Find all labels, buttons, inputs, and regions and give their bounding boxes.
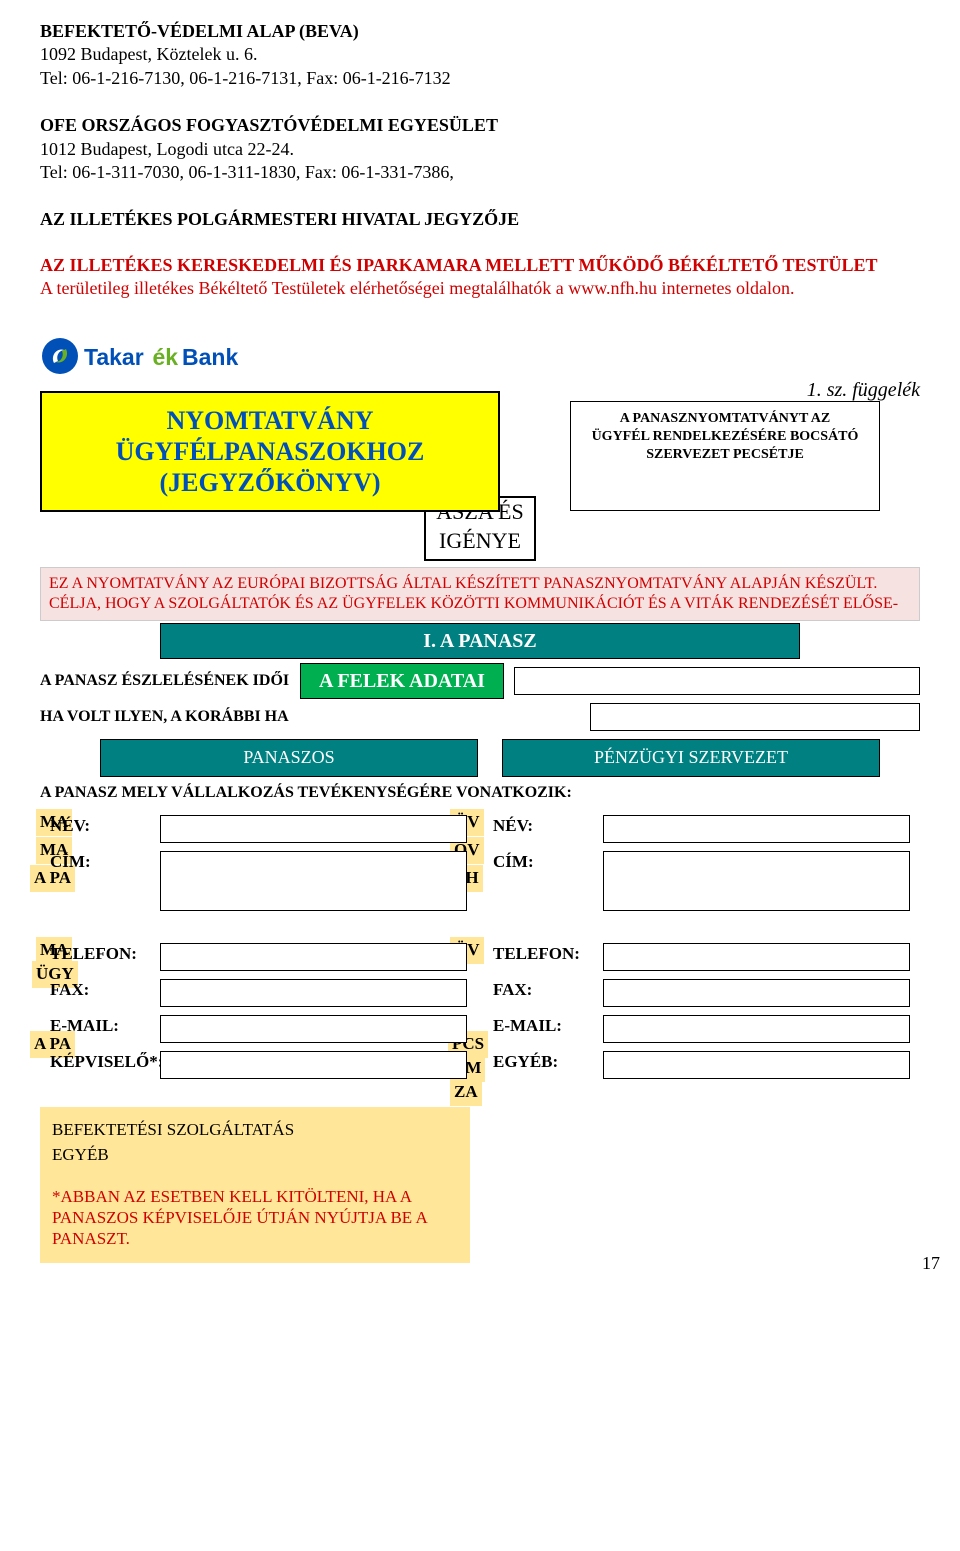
label-telefon-left: TELEFON:: [50, 943, 160, 965]
svg-text:Bank: Bank: [182, 344, 238, 370]
input-cim-left[interactable]: [160, 851, 467, 911]
svg-text:ék: ék: [153, 344, 179, 370]
ofe-addr: 1012 Budapest, Logodi utca 22-24.: [40, 138, 920, 161]
row-detect: A PANASZ ÉSZLELÉSÉNEK IDŐI A FELEK ADATA…: [40, 663, 920, 699]
ofe-tel: Tel: 06-1-311-7030, 06-1-311-1830, Fax: …: [40, 161, 920, 184]
stamp-line-2: ÜGYFÉL RENDELKEZÉSÉRE BOCSÁTÓ: [583, 428, 867, 446]
section-i-panasz: I. A PANASZ: [160, 623, 800, 659]
page-number: 17: [922, 1252, 940, 1275]
attachment-label: 1. sz. függelék: [807, 377, 920, 403]
label-kepviselo: KÉPVISELŐ*:: [50, 1051, 160, 1073]
label-cim-left: CÍM:: [50, 851, 160, 873]
chamber-title: AZ ILLETÉKES KERESKEDELMI ÉS IPARKAMARA …: [40, 254, 920, 277]
ffe-line-2: EGYÉB: [52, 1144, 458, 1166]
input-nev-left[interactable]: [160, 815, 467, 843]
input-cim-right[interactable]: [603, 851, 910, 911]
form-title-box: NYOMTATVÁNY ÜGYFÉLPANASZOKHOZ (JEGYZŐKÖN…: [40, 391, 500, 513]
label-fax-left: FAX:: [50, 979, 160, 1001]
title-stamp-row: NYOMTATVÁNY ÜGYFÉLPANASZOKHOZ (JEGYZŐKÖN…: [40, 391, 920, 513]
ffe-line-1: BEFEKTETÉSI SZOLGÁLTATÁS: [52, 1119, 458, 1141]
stamp-line-3: SZERVEZET PECSÉTJE: [583, 446, 867, 464]
col-head-penzugyi: PÉNZÜGYI SZERVEZET: [502, 739, 880, 776]
ofe-title: OFE ORSZÁGOS FOGYASZTÓVÉDELMI EGYESÜLET: [40, 114, 920, 137]
label-nev-left: NÉV:: [50, 815, 160, 837]
fields-grid-bottom: MA ÜGY A PA ÖV PCS LM ZA TELEFON: FAX: E…: [50, 935, 910, 1087]
row-prev: HA VOLT ILYEN, A KORÁBBI HA: [40, 703, 920, 731]
input-telefon-right[interactable]: [603, 943, 910, 971]
beva-addr: 1092 Budapest, Köztelek u. 6.: [40, 43, 920, 66]
input-fax-left[interactable]: [160, 979, 467, 1007]
pink-notice: EZ A NYOMTATVÁNY AZ EURÓPAI BIZOTTSÁG ÁL…: [40, 567, 920, 621]
section-felek-adatai: A FELEK ADATAI: [300, 663, 504, 699]
prev-input[interactable]: [590, 703, 920, 731]
label-email-right: E-MAIL:: [493, 1015, 603, 1037]
which-company-line: A PANASZ MELY VÁLLALKOZÁS TEVÉKENYSÉGÉRE…: [40, 783, 920, 804]
org-header-beva: BEFEKTETŐ-VÉDELMI ALAP (BEVA) 1092 Budap…: [40, 20, 920, 90]
beva-title: BEFEKTETŐ-VÉDELMI ALAP (BEVA): [40, 20, 920, 43]
beva-tel: Tel: 06-1-216-7130, 06-1-216-7131, Fax: …: [40, 67, 920, 90]
label-email-left: E-MAIL:: [50, 1015, 160, 1037]
asza-frag2: IGÉNYE: [439, 528, 521, 553]
input-fax-right[interactable]: [603, 979, 910, 1007]
ffe-block: BEFEKTETÉSI SZOLGÁLTATÁS EGYÉB: [40, 1107, 470, 1177]
logo-row: Takar ék Bank: [40, 331, 920, 381]
takarekbank-logo: Takar ék Bank: [40, 331, 320, 381]
detect-input[interactable]: [514, 667, 920, 695]
stamp-line-1: A PANASZNYOMTATVÁNYT AZ: [583, 410, 867, 428]
label-telefon-right: TELEFON:: [493, 943, 603, 965]
label-nev-right: NÉV:: [493, 815, 603, 837]
fields-grid-top: MA MA A PA ÖV ÖV ÉH NÉV: CÍM: NÉV: CÍM:: [50, 807, 910, 919]
input-telefon-left[interactable]: [160, 943, 467, 971]
svg-text:Takar: Takar: [84, 344, 144, 370]
input-nev-right[interactable]: [603, 815, 910, 843]
prev-label: HA VOLT ILYEN, A KORÁBBI HA: [40, 707, 300, 728]
col-head-panaszos: PANASZOS: [100, 739, 478, 776]
pink-line-1: EZ A NYOMTATVÁNY AZ EURÓPAI BIZOTTSÁG ÁL…: [49, 574, 911, 594]
stamp-box: A PANASZNYOMTATVÁNYT AZ ÜGYFÉL RENDELKEZ…: [570, 401, 880, 511]
org-header-ofe: OFE ORSZÁGOS FOGYASZTÓVÉDELMI EGYESÜLET …: [40, 114, 920, 184]
label-cim-right: CÍM:: [493, 851, 603, 873]
input-kepviselo[interactable]: [160, 1051, 467, 1079]
column-headers-row: PANASZOS PÉNZÜGYI SZERVEZET: [100, 739, 880, 776]
footnote-red: *ABBAN AZ ESETBEN KELL KITÖLTENI, HA A P…: [40, 1178, 470, 1264]
detect-label: A PANASZ ÉSZLELÉSÉNEK IDŐI: [40, 671, 300, 692]
chamber-note: A területileg illetékes Békéltető Testül…: [40, 277, 920, 300]
input-egyeb[interactable]: [603, 1051, 910, 1079]
label-fax-right: FAX:: [493, 979, 603, 1001]
input-email-left[interactable]: [160, 1015, 467, 1043]
pink-line-2: CÉLJA, HOGY A SZOLGÁLTATÓK ÉS AZ ÜGYFELE…: [49, 594, 911, 614]
label-egyeb: EGYÉB:: [493, 1051, 603, 1073]
input-email-right[interactable]: [603, 1015, 910, 1043]
notary-line: AZ ILLETÉKES POLGÁRMESTERI HIVATAL JEGYZ…: [40, 208, 920, 231]
